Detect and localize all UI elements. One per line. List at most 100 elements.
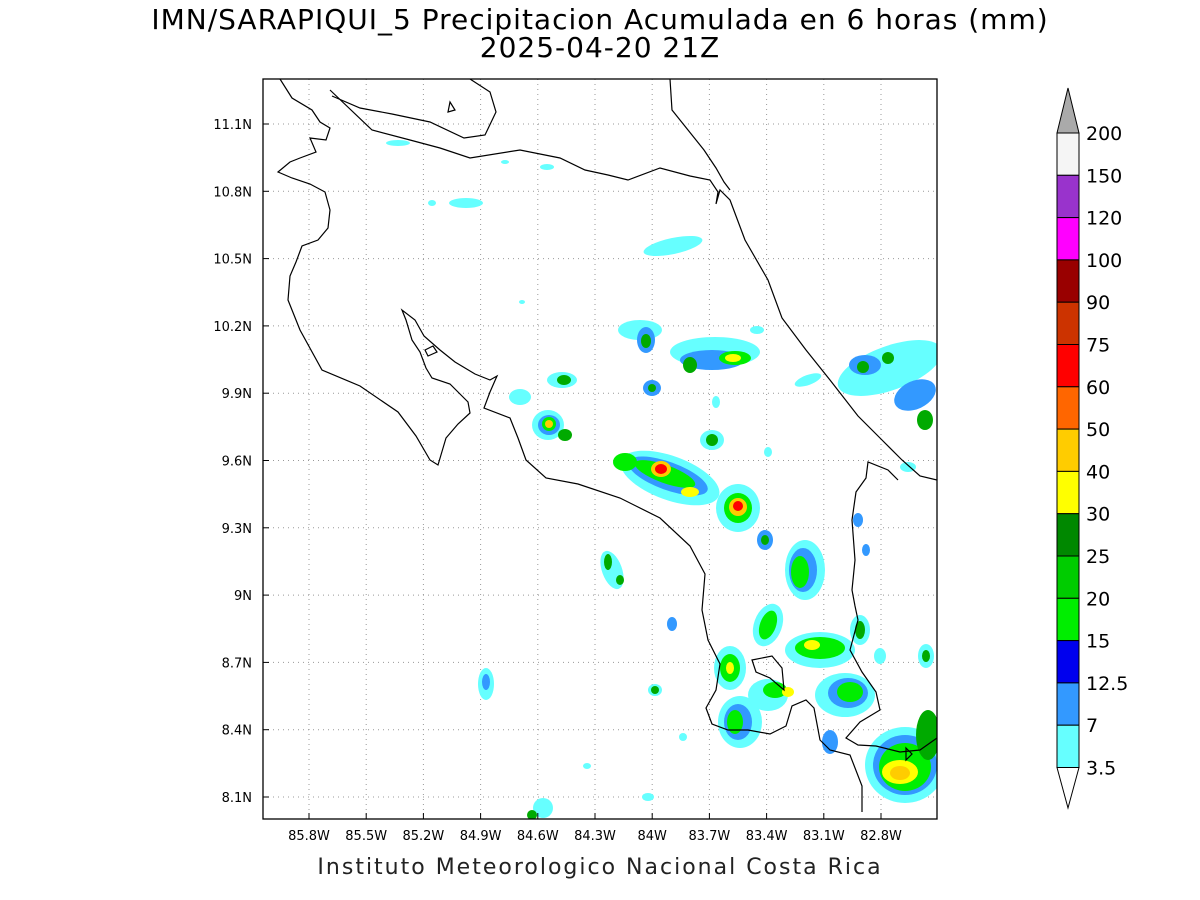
map-frame: [262, 78, 938, 820]
precipitation-fields: [386, 140, 937, 819]
colorbar-max-triangle: [1056, 87, 1080, 134]
precip-area: [641, 334, 651, 348]
precip-area: [679, 733, 687, 741]
precip-area: [794, 373, 822, 387]
colorbar-segment: [1056, 470, 1080, 515]
latitude-axis: 11.1N 10.8N 10.5N 10.2N 9.9N 9.6N 9.3N 9N 8.7N 8.…: [213, 118, 269, 806]
colorbar-label: 25: [1086, 546, 1110, 568]
precip-area: [725, 354, 741, 362]
y-tick-label: 9.3N: [222, 522, 252, 537]
colorbar-segment: [1056, 640, 1080, 684]
precip-area: [857, 361, 869, 373]
precip-area: [782, 687, 794, 697]
precip-area: [712, 396, 720, 408]
precipitation-colorbar: 3.5 7 12.5 15 20 25 30 40 50 60 75 90 100 120 150 200: [1056, 87, 1128, 810]
precip-area: [916, 710, 937, 760]
precip-area: [540, 164, 554, 170]
precip-area: [509, 389, 531, 405]
precip-area: [733, 501, 743, 511]
river-outline: [669, 79, 731, 191]
coastline-borders: [276, 79, 937, 812]
precip-area: [837, 682, 863, 702]
colorbar-label: 90: [1086, 292, 1110, 314]
colorbar-segment: [1056, 174, 1080, 219]
colorbar-segment: [1056, 344, 1080, 388]
y-tick-label: 11.1N: [213, 118, 252, 133]
colorbar-min-triangle: [1056, 767, 1080, 810]
colorbar-label: 120: [1086, 208, 1122, 230]
precip-area: [557, 375, 571, 385]
island-outline: [905, 746, 913, 762]
y-tick-label: 8.7N: [222, 656, 252, 671]
precip-area: [761, 535, 769, 545]
precip-area: [922, 650, 930, 662]
x-tick-label: 84.9W: [460, 829, 502, 844]
lake-outline: [424, 345, 438, 357]
colorbar-segment: [1056, 597, 1080, 642]
colorbar-segment: [1056, 217, 1080, 261]
precip-area: [727, 710, 743, 734]
colorbar-label: 15: [1086, 631, 1110, 653]
x-tick-label: 85.2W: [402, 829, 444, 844]
x-tick-label: 85.5W: [345, 829, 387, 844]
precip-area: [894, 379, 936, 411]
precip-area: [428, 200, 436, 206]
colorbar-label: 75: [1086, 335, 1110, 357]
colorbar-segment: [1056, 513, 1080, 557]
colorbar-label: 30: [1086, 504, 1110, 526]
precip-area: [862, 544, 870, 556]
x-tick-label: 83.1W: [803, 829, 845, 844]
x-tick-label: 84W: [637, 829, 667, 844]
caribbean-coastline: [329, 89, 937, 481]
precip-area: [643, 235, 703, 257]
x-tick-label: 83.7W: [688, 829, 730, 844]
map-subtitle-datetime: 2025-04-20 21Z: [479, 31, 721, 64]
y-tick-label: 8.1N: [222, 791, 252, 806]
colorbar-label: 100: [1086, 250, 1122, 272]
colorbar-segment: [1056, 259, 1080, 303]
x-tick-label: 84.3W: [574, 829, 616, 844]
precip-area: [804, 640, 820, 650]
colorbar-label: 3.5: [1086, 758, 1116, 780]
colorbar-label: 7: [1086, 715, 1098, 737]
peninsula-outline: [751, 655, 785, 692]
colorbar-segment: [1056, 682, 1080, 726]
colorbar-label: 12.5: [1086, 673, 1128, 695]
precip-area: [667, 617, 677, 631]
institution-footer: Instituto Meteorologico Nacional Costa R…: [317, 855, 883, 880]
precip-area: [681, 487, 699, 497]
precip-area: [795, 637, 845, 659]
precip-area: [758, 610, 778, 640]
map-title: IMN/SARAPIQUI_5 Precipitacion Acumulada …: [151, 3, 1049, 36]
colorbar-segment: [1056, 386, 1080, 430]
precip-area: [600, 550, 624, 590]
colorbar-label: 50: [1086, 419, 1110, 441]
y-tick-label: 10.5N: [213, 253, 252, 268]
precip-area: [642, 793, 654, 801]
precip-area: [683, 357, 697, 373]
y-tick-label: 8.4N: [222, 724, 252, 739]
colorbar-label: 60: [1086, 377, 1110, 399]
precip-area: [616, 575, 624, 585]
colorbar-segment: [1056, 132, 1080, 176]
island-outline: [447, 100, 456, 113]
precip-area: [386, 140, 410, 146]
precip-area: [604, 554, 612, 570]
y-tick-label: 9.6N: [222, 455, 252, 470]
precip-area: [855, 621, 865, 639]
nicaragua-lake-shore: [331, 79, 497, 139]
colorbar-label: 20: [1086, 588, 1110, 610]
colorbar-label: 150: [1086, 165, 1122, 187]
x-tick-label: 83.4W: [746, 829, 788, 844]
precip-area: [890, 766, 910, 780]
precip-area: [764, 447, 772, 457]
precip-area: [501, 160, 509, 164]
y-tick-label: 10.8N: [213, 185, 252, 200]
precip-area: [706, 434, 718, 446]
precip-area: [726, 662, 734, 674]
colorbar-segment: [1056, 301, 1080, 346]
precip-area: [791, 556, 809, 588]
precip-area: [822, 730, 838, 754]
x-tick-label: 84.6W: [517, 829, 559, 844]
